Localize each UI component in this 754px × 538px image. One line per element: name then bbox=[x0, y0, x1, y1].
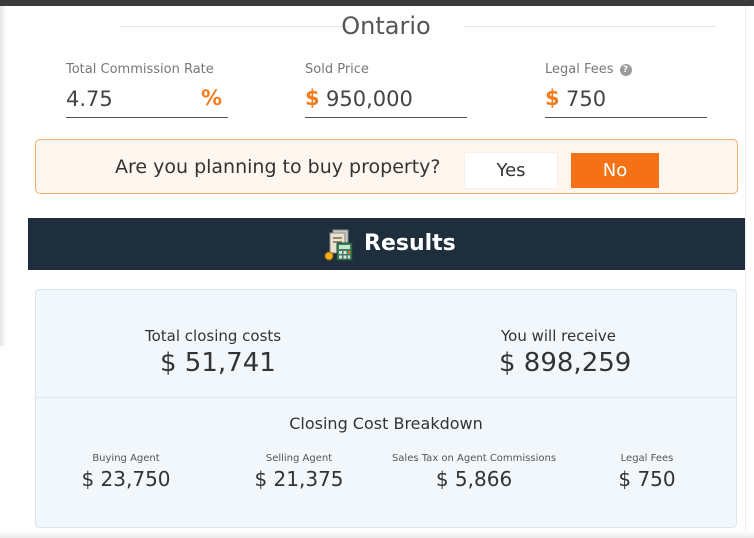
commission-field: Total Commission Rate 4.75 % bbox=[66, 62, 228, 118]
results-header: Results bbox=[28, 218, 745, 270]
breakdown-label: Sales Tax on Agent Commissions bbox=[391, 453, 557, 464]
breakdown-title: Closing Cost Breakdown bbox=[289, 414, 483, 433]
commission-label: Total Commission Rate bbox=[66, 62, 214, 77]
heading-divider-right bbox=[463, 26, 716, 27]
sold-price-label: Sold Price bbox=[305, 62, 369, 77]
breakdown-item: Selling Agent $ 21,375 bbox=[249, 453, 349, 491]
bottom-edge-shadow bbox=[0, 531, 754, 538]
results-divider bbox=[36, 397, 736, 398]
legal-fees-label-text: Legal Fees bbox=[545, 62, 614, 77]
commission-input[interactable]: 4.75 % bbox=[66, 82, 228, 118]
breakdown-item: Legal Fees $ 750 bbox=[607, 453, 687, 491]
breakdown-value: $ 750 bbox=[618, 467, 676, 491]
results-title: Results bbox=[364, 231, 456, 256]
breakdown-label: Selling Agent bbox=[265, 453, 333, 464]
breakdown-label: Legal Fees bbox=[620, 453, 674, 464]
buy-property-question: Are you planning to buy property? bbox=[115, 156, 441, 178]
breakdown-value: $ 5,866 bbox=[435, 467, 513, 491]
receive-label: You will receive bbox=[501, 327, 616, 345]
heading-divider-left bbox=[120, 26, 350, 27]
info-icon[interactable]: ? bbox=[619, 64, 632, 76]
commission-value: 4.75 bbox=[66, 87, 113, 111]
legal-fees-label: Legal Fees? bbox=[545, 62, 632, 77]
legal-fees-value: 750 bbox=[566, 87, 607, 111]
total-closing-label: Total closing costs bbox=[145, 327, 282, 345]
receive-value: $ 898,259 bbox=[499, 348, 632, 378]
dollar-icon: $ bbox=[305, 86, 320, 110]
province-heading-row: Ontario bbox=[28, 6, 745, 50]
buy-property-banner: Are you planning to buy property? Yes No bbox=[35, 139, 738, 194]
total-closing-value: $ 51,741 bbox=[160, 348, 276, 378]
breakdown-value: $ 21,375 bbox=[254, 467, 344, 491]
window-top-bar bbox=[0, 0, 754, 6]
breakdown-value: $ 23,750 bbox=[81, 467, 171, 491]
sold-price-input[interactable]: $ 950,000 bbox=[305, 82, 467, 118]
legal-fees-input[interactable]: $ 750 bbox=[545, 82, 707, 118]
province-title: Ontario bbox=[341, 12, 431, 40]
calculator-card: Ontario Total Commission Rate 4.75 % Sol… bbox=[28, 6, 745, 538]
breakdown-label: Buying Agent bbox=[92, 453, 160, 464]
sold-price-field: Sold Price $ 950,000 bbox=[305, 62, 467, 118]
right-edge-line bbox=[744, 6, 746, 538]
no-button[interactable]: No bbox=[571, 153, 659, 188]
legal-fees-field: Legal Fees? $ 750 bbox=[545, 62, 707, 118]
sold-price-value: 950,000 bbox=[326, 87, 413, 111]
results-panel: Total closing costs $ 51,741 You will re… bbox=[35, 289, 737, 528]
percent-icon: % bbox=[200, 86, 222, 110]
yes-button[interactable]: Yes bbox=[465, 153, 557, 188]
left-edge-shadow bbox=[0, 6, 6, 346]
breakdown-item: Buying Agent $ 23,750 bbox=[76, 453, 176, 491]
dollar-icon: $ bbox=[545, 86, 560, 110]
breakdown-item: Sales Tax on Agent Commissions $ 5,866 bbox=[384, 453, 564, 491]
calculator-documents-icon bbox=[324, 229, 353, 261]
